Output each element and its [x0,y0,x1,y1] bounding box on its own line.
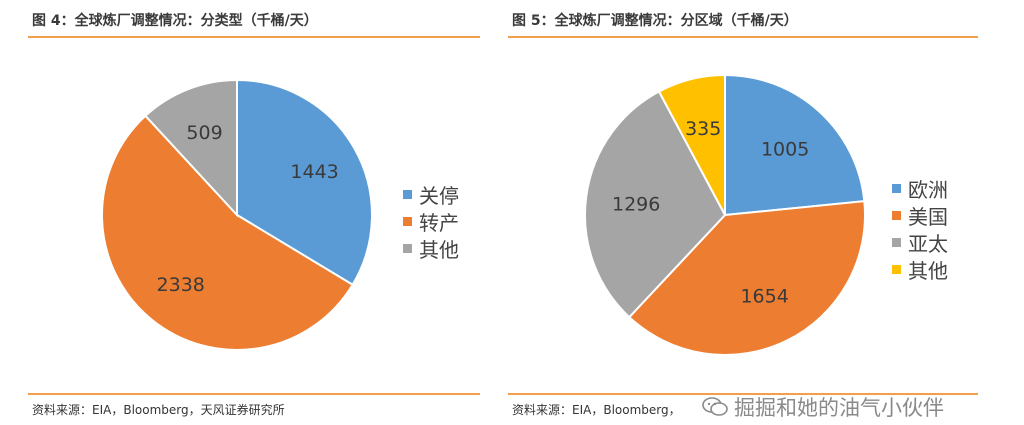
legend-label: 欧洲 [908,178,948,202]
legend: 关停 转产 其他 [403,181,459,262]
legend-item: 其他 [403,235,459,262]
legend-item: 欧洲 [892,175,948,202]
data-label: 2338 [157,274,205,296]
data-label: 1296 [612,193,660,215]
pie-chart-region: 1005 1654 1296 335 [584,73,866,356]
legend-swatch [892,184,901,193]
source-divider [28,393,480,395]
title-divider [508,36,978,38]
legend-swatch [403,244,412,253]
source-note: 资料来源：EIA，Bloomberg，天风证券研究所 [32,403,285,417]
legend-swatch [403,217,412,226]
watermark-text: 掘掘和她的油气小伙伴 [734,396,944,420]
pie-slice-2 [101,114,354,351]
watermark: 掘掘和她的油气小伙伴 [702,392,944,422]
chart-panel-region: 图 5：全球炼厂调整情况：分区域（千桶/天） 1005 1654 1296 335 欧… [508,0,978,425]
data-label: 1005 [761,139,809,161]
legend-item: 其他 [892,256,948,283]
data-label: 1654 [740,285,788,307]
pie-slice-1 [236,78,373,287]
title-divider [28,36,480,38]
source-note: 资料来源：EIA，Bloomberg， [512,403,681,417]
wechat-icon [702,397,728,417]
pie-slice-1 [724,73,866,217]
legend-label: 关停 [419,184,459,208]
legend-swatch [403,190,412,199]
chart-panel-type: 图 4：全球炼厂调整情况：分类型（千桶/天） 1443 2338 509 关停转产其… [28,0,480,425]
pie-chart-type: 1443 2338 509 [101,78,373,351]
legend-swatch [892,265,901,274]
legend-item: 亚太 [892,229,948,256]
figure-title: 图 4：全球炼厂调整情况：分类型（千桶/天） [32,13,318,29]
pie-slice-4 [657,73,726,216]
data-label: 509 [186,122,222,144]
legend: 欧洲 美国 亚太 其他 [892,175,948,283]
source-divider [508,393,978,395]
pie-slice-2 [627,200,866,356]
data-label: 335 [685,118,721,140]
legend-swatch [892,238,901,247]
legend-label: 美国 [908,205,948,229]
pie-slice-3 [584,90,727,319]
legend-label: 其他 [419,238,459,262]
legend-item: 美国 [892,202,948,229]
legend-label: 其他 [908,259,948,283]
legend-label: 转产 [419,211,459,235]
figure-title: 图 5：全球炼厂调整情况：分区域（千桶/天） [512,13,798,29]
legend-label: 亚太 [908,232,948,256]
pie-slice-3 [144,78,238,218]
legend-item: 转产 [403,208,459,235]
legend-item: 关停 [403,181,459,208]
legend-swatch [892,211,901,220]
data-label: 1443 [290,161,338,183]
